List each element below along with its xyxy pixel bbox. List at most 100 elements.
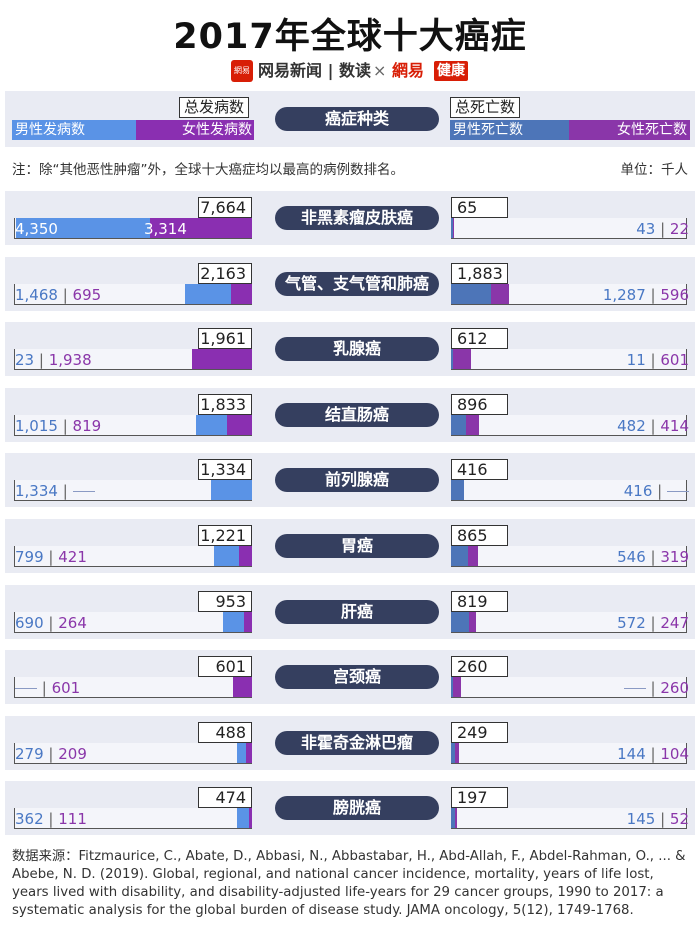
incidence-total-box: 1,334 <box>198 459 252 480</box>
cancer-row: 488 279 | 209 非霍奇金淋巴瘤 249 144 | 104 <box>5 716 695 770</box>
incidence-frame <box>14 480 252 501</box>
deaths-female-bar <box>468 612 477 632</box>
legend-male-deaths: 男性死亡数 <box>450 120 569 140</box>
value-separator: | <box>57 417 73 435</box>
incidence-male-value-dash <box>15 688 37 689</box>
deaths-female-value: 52 <box>669 810 689 828</box>
deaths-male-value: 416 <box>623 482 653 500</box>
incidence-total-box: 474 <box>198 787 252 808</box>
incidence-values: 362 | 111 <box>15 809 87 829</box>
incidence-values: 690 | 264 <box>15 613 87 633</box>
deaths-female-bar <box>452 349 471 369</box>
incidence-total-box: 601 <box>198 656 252 677</box>
incidence-male-value: 279 <box>15 745 44 763</box>
incidence-total-box: 1,221 <box>198 525 252 546</box>
cancer-category: 胃癌 <box>275 534 439 558</box>
value-separator: | <box>37 679 52 697</box>
incidence-female-value: 695 <box>72 286 102 304</box>
incidence-male-bar <box>191 349 193 369</box>
deaths-frame <box>451 284 687 305</box>
deaths-values: | 260 <box>623 678 689 698</box>
incidence-female-value: 1,938 <box>48 351 92 369</box>
deaths-male-bar <box>451 677 453 697</box>
deaths-values: 144 | 104 <box>617 744 689 764</box>
deaths-values: 572 | 247 <box>617 613 689 633</box>
value-separator: | <box>645 351 661 369</box>
deaths-frame <box>451 480 687 501</box>
brand-health: 健康 <box>434 61 468 81</box>
cancer-category: 非霍奇金淋巴瘤 <box>275 731 439 755</box>
netease-logo-icon: 網易 <box>231 60 253 82</box>
incidence-female-bar <box>230 284 252 304</box>
cancer-row: 1,221 799 | 421 胃癌 865 546 | 319 <box>5 519 695 573</box>
incidence-male-value: 362 <box>15 810 44 828</box>
deaths-values: 546 | 319 <box>617 547 689 567</box>
deaths-values: 145 | 52 <box>627 809 689 829</box>
cancer-category: 肝癌 <box>275 600 439 624</box>
cancer-category: 结直肠癌 <box>275 403 439 427</box>
brand-bar: 網易 网易新闻 | 数读 × 網易 健康 <box>0 60 700 82</box>
deaths-frame <box>451 612 687 633</box>
incidence-values: 4,350 <box>15 219 58 239</box>
incidence-frame <box>14 677 252 698</box>
incidence-total-box: 953 <box>198 591 252 612</box>
cancer-category: 膀胱癌 <box>275 796 439 820</box>
deaths-values: 1,287 | 596 <box>603 285 689 305</box>
deaths-female-value: 22 <box>669 220 689 238</box>
deaths-male-value: 482 <box>617 417 646 435</box>
incidence-male-value: 1,334 <box>15 482 58 500</box>
incidence-male-bar <box>222 612 244 632</box>
legend-panel: 总发病数 男性发病数 女性发病数 癌症种类 总死亡数 男性死亡数 女性死亡数 <box>5 91 695 147</box>
incidence-frame <box>14 415 252 436</box>
incidence-values: 1,334 | <box>15 481 95 501</box>
deaths-male-bar <box>451 808 456 828</box>
deaths-female-value-dash <box>667 491 689 492</box>
deaths-total-box: 1,883 <box>451 263 508 284</box>
incidence-total-box: 488 <box>198 722 252 743</box>
incidence-male-bar <box>236 743 246 763</box>
deaths-total-box: 865 <box>451 525 508 546</box>
deaths-female-value: 247 <box>660 614 689 632</box>
cancer-category: 非黑素瘤皮肤癌 <box>275 206 439 230</box>
value-separator: | <box>645 614 661 632</box>
incidence-female-bar <box>248 808 252 828</box>
deaths-values: 482 | 414 <box>617 416 689 436</box>
value-separator: | <box>655 810 670 828</box>
deaths-female-value: 104 <box>660 745 689 763</box>
cancer-category: 宫颈癌 <box>275 665 439 689</box>
incidence-male-value: 690 <box>15 614 44 632</box>
cancer-category: 前列腺癌 <box>275 468 439 492</box>
cancer-category: 乳腺癌 <box>275 337 439 361</box>
cancer-row: 1,961 23 | 1,938 乳腺癌 612 11 | 601 <box>5 322 695 376</box>
cancer-row: 953 690 | 264 肝癌 819 572 | 247 <box>5 585 695 639</box>
deaths-male-value: 11 <box>626 351 646 369</box>
deaths-female-bar <box>465 415 479 435</box>
deaths-female-bar <box>467 546 478 566</box>
incidence-total-box: 1,961 <box>198 328 252 349</box>
incidence-male-value: 4,350 <box>15 220 58 238</box>
deaths-frame <box>451 415 687 436</box>
incidence-female-bar <box>192 349 252 369</box>
deaths-female-bar <box>455 743 459 763</box>
deaths-frame <box>451 808 687 829</box>
cancer-row: 474 362 | 111 膀胱癌 197 145 | 52 <box>5 781 695 835</box>
deaths-male-bar <box>451 612 469 632</box>
legend-female-incidence: 女性发病数 <box>136 120 254 140</box>
incidence-female-bar <box>149 218 252 238</box>
incidence-male-value: 1,468 <box>15 286 58 304</box>
value-separator: | <box>43 614 59 632</box>
incidence-total-box: 1,833 <box>198 394 252 415</box>
deaths-values: 11 | 601 <box>627 350 689 370</box>
incidence-values: 23 | 1,938 <box>15 350 92 370</box>
brand-times: × <box>373 61 387 80</box>
deaths-male-bar <box>451 743 456 763</box>
value-separator: | <box>34 351 49 369</box>
deaths-total-box: 249 <box>451 722 508 743</box>
legend-category: 癌症种类 <box>275 107 439 131</box>
deaths-total-box: 65 <box>451 197 508 218</box>
deaths-male-value: 572 <box>617 614 646 632</box>
cancer-category: 气管、支气管和肺癌 <box>275 272 439 296</box>
incidence-male-value: 23 <box>15 351 35 369</box>
deaths-female-value: 414 <box>660 417 689 435</box>
incidence-male-bar <box>185 284 231 304</box>
